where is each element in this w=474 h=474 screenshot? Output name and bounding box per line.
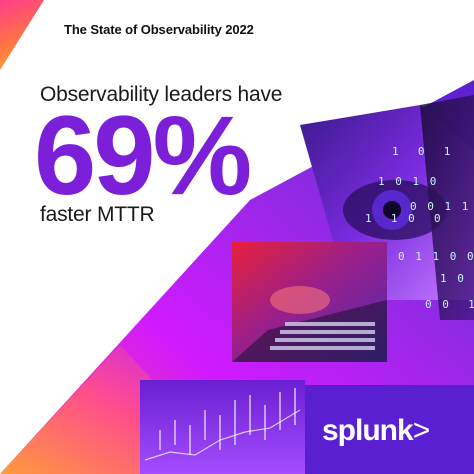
- pupil-shape: [383, 201, 401, 219]
- chart-line: [144, 409, 301, 461]
- binary-text-6: 1 0 1: [440, 272, 466, 285]
- splunk-logo: splunk>: [322, 414, 431, 448]
- splunk-logo-text: splunk: [322, 414, 414, 447]
- binary-text-5: 0 1 1 0 0: [398, 250, 474, 263]
- stat-lead-text: Observability leaders have: [40, 83, 283, 106]
- chart-photo-panel: [140, 380, 305, 474]
- stat-trail-text: faster MTTR: [40, 203, 155, 226]
- binary-text-3: 0 0 1 1 0: [410, 200, 471, 213]
- binary-text-7: 0 0 1: [425, 298, 474, 311]
- binary-text-1: 1 0 1: [392, 145, 453, 158]
- hand-shape: [270, 286, 330, 314]
- stat-value: 69%: [34, 93, 252, 218]
- keyboard-keys: [270, 322, 375, 350]
- logo-backdrop: [305, 385, 474, 474]
- binary-text-4: 1 1 0 0: [365, 212, 443, 225]
- report-title: The State of Observability 2022: [64, 22, 254, 37]
- binary-text-2: 1 0 1 0: [378, 175, 439, 188]
- dark-strip-panel: [420, 95, 474, 320]
- chart-candles: [159, 388, 296, 455]
- splunk-chevron-icon: >: [412, 414, 431, 447]
